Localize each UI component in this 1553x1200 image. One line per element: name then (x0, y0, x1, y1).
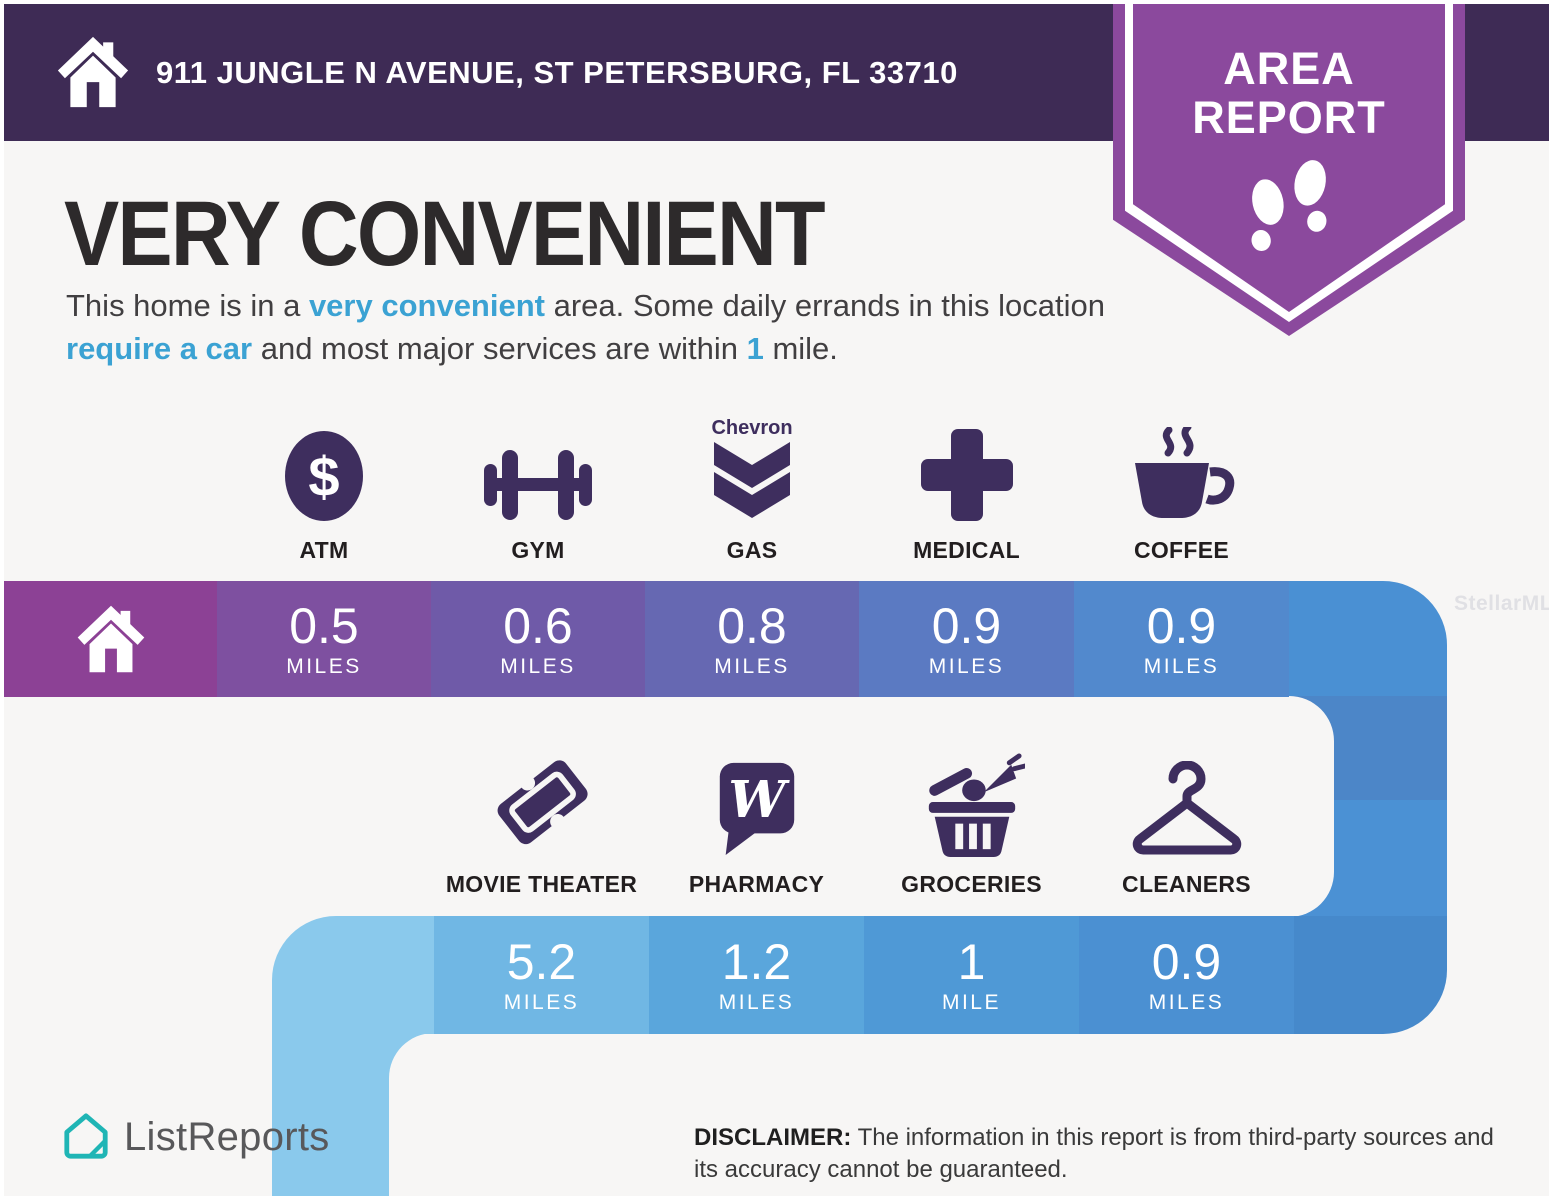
walkability-title: VERY CONVENIENT (64, 183, 826, 285)
distance-segment-gas: 0.8 MILES (645, 581, 859, 697)
listreports-wordmark: ListReports (124, 1114, 330, 1159)
distance-segment-coffee: 0.9 MILES (1074, 581, 1289, 697)
amenity-gym: GYM (431, 404, 645, 564)
distance-value: 0.9 (1146, 597, 1217, 654)
distance-segment-medical: 0.9 MILES (859, 581, 1074, 697)
medical-cross-icon (920, 429, 1013, 521)
chevron-brand-text: Chevron (711, 417, 792, 439)
amenity-coffee: COFFEE (1074, 404, 1289, 564)
walgreens-w-letter: W (728, 770, 790, 830)
amenity-cleaners: CLEANERS (1079, 746, 1294, 898)
movie-ticket-icon (497, 760, 588, 845)
badge-line2: REPORT (1192, 92, 1386, 143)
distance-value: 1 (957, 933, 986, 990)
distance-segment-pharmacy: 1.2 MILES (649, 916, 864, 1034)
distance-segment-atm: 0.5 MILES (217, 581, 431, 697)
home-icon (57, 36, 129, 108)
hanger-icon (1132, 761, 1241, 855)
amenity-pharmacy: W PHARMACY (649, 746, 864, 898)
amenity-movie-theater: MOVIE THEATER (434, 746, 649, 898)
property-address: 911 JUNGLE N AVENUE, ST PETERSBURG, FL 3… (156, 54, 958, 90)
chevron-gas-icon: Chevron (711, 417, 793, 518)
amenity-atm: $ ATM (217, 404, 431, 564)
amenity-groceries: GROCERIES (864, 746, 1079, 898)
bar-home-segment (4, 581, 217, 697)
distance-segment-groceries: 1 MILE (864, 916, 1079, 1034)
distance-value: 0.8 (717, 597, 787, 654)
dumbbell-icon (484, 450, 592, 520)
amenity-label: CLEANERS (1122, 871, 1251, 897)
route-turn-bottom-right (1294, 916, 1447, 1034)
amenity-label: COFFEE (1133, 537, 1230, 563)
amenity-label: MEDICAL (913, 537, 1020, 563)
distance-unit: MILES (718, 990, 795, 1014)
desc-highlight-one: 1 (746, 331, 764, 366)
amenity-gas: Chevron GAS (645, 404, 859, 564)
atm-dollar-icon: $ (285, 431, 363, 521)
desc-highlight-require-a-car: require a car (66, 331, 253, 366)
distance-value: 5.2 (506, 933, 577, 990)
walgreens-icon: W (719, 762, 794, 855)
badge-line1: AREA (1223, 43, 1355, 94)
inner-corner-fillet (1289, 696, 1334, 741)
disclaimer-text: DISCLAIMER: The information in this repo… (694, 1122, 1504, 1186)
grocery-basket-icon (928, 753, 1025, 857)
disclaimer-body: The information in this report is from t… (694, 1124, 1494, 1183)
distance-segment-gym: 0.6 MILES (431, 581, 645, 697)
listreports-logo-icon (64, 1113, 108, 1159)
distance-segment-movie-theater: 5.2 MILES (434, 916, 649, 1034)
route-connector-right (1334, 696, 1447, 917)
distance-value: 0.9 (931, 597, 1002, 654)
disclaimer-label: DISCLAIMER: (694, 1124, 852, 1151)
distance-value: 0.6 (503, 597, 573, 654)
distance-unit: MILES (1148, 990, 1225, 1014)
svg-text:$: $ (308, 445, 339, 508)
inner-corner-fillet (1289, 872, 1334, 917)
distance-unit: MILES (500, 654, 576, 678)
home-icon (77, 605, 144, 673)
distance-segment-cleaners: 0.9 MILES (1079, 916, 1294, 1034)
distance-unit: MILES (714, 654, 790, 678)
distance-unit: MILE (941, 990, 1001, 1014)
listreports-brand: ListReports (62, 1112, 330, 1162)
desc-text: mile. (763, 331, 838, 366)
route-connector-left (272, 1033, 389, 1196)
walkability-description: This home is in a very convenient area. … (66, 284, 1111, 370)
inner-corner-fillet (389, 1033, 434, 1078)
distance-unit: MILES (928, 654, 1005, 678)
distance-unit: MILES (286, 654, 362, 678)
distance-unit: MILES (1143, 654, 1220, 678)
desc-text: area. Some daily errands in this locatio… (544, 288, 1105, 323)
amenity-label: GYM (511, 537, 565, 563)
route-turn-top-right (1289, 581, 1447, 697)
distance-value: 0.5 (289, 597, 359, 654)
distance-unit: MILES (503, 990, 580, 1014)
desc-text: and most major services are within (252, 331, 747, 366)
distance-value: 0.9 (1151, 933, 1222, 990)
area-report-badge: AREA REPORT (1113, 4, 1465, 336)
amenity-label: MOVIE THEATER (445, 871, 638, 897)
amenity-label: PHARMACY (688, 871, 825, 897)
badge-inner: AREA REPORT (1133, 4, 1445, 312)
amenity-medical: MEDICAL (859, 404, 1074, 564)
desc-text: This home is in a (66, 288, 309, 323)
route-turn-bottom-left (272, 916, 434, 1034)
desc-highlight-very-convenient: very convenient (308, 288, 545, 323)
distance-value: 1.2 (721, 933, 792, 990)
footprints-icon (1251, 160, 1327, 252)
stellar-mls-watermark: StellarMLS (1454, 592, 1553, 615)
amenity-label: ATM (299, 537, 349, 563)
amenity-label: GROCERIES (901, 871, 1042, 897)
coffee-cup-icon (1134, 427, 1234, 518)
amenity-label: GAS (726, 537, 778, 563)
